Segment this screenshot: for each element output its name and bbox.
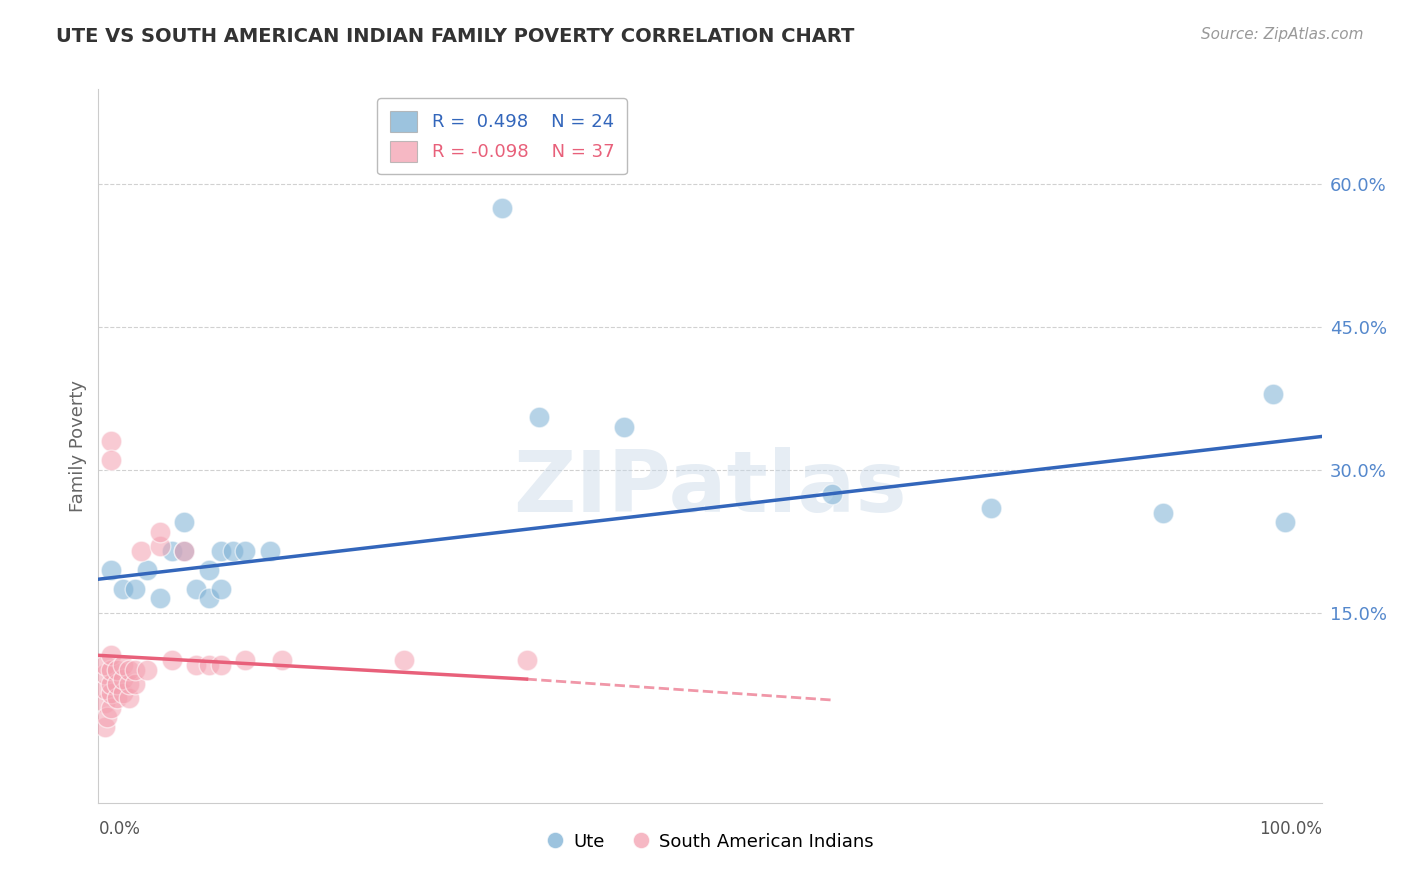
- Point: [100, 663, 122, 677]
- Point: [100, 434, 122, 449]
- Point: [111, 686, 134, 700]
- Point: [209, 543, 232, 558]
- Point: [100, 563, 122, 577]
- Point: [613, 420, 636, 434]
- Point: [1274, 515, 1296, 529]
- Point: [980, 500, 1002, 515]
- Point: [96, 710, 118, 724]
- Point: [105, 691, 128, 706]
- Point: [209, 582, 232, 596]
- Point: [93, 667, 115, 681]
- Point: [105, 677, 128, 691]
- Point: [160, 543, 183, 558]
- Point: [111, 582, 134, 596]
- Point: [136, 563, 159, 577]
- Point: [197, 591, 219, 606]
- Point: [124, 663, 146, 677]
- Y-axis label: Family Poverty: Family Poverty: [69, 380, 87, 512]
- Point: [93, 696, 115, 710]
- Point: [186, 582, 208, 596]
- Point: [93, 681, 115, 696]
- Point: [124, 677, 146, 691]
- Point: [100, 453, 122, 467]
- Point: [197, 657, 219, 672]
- Point: [392, 653, 416, 667]
- Point: [209, 657, 232, 672]
- Point: [821, 486, 844, 500]
- Point: [124, 582, 146, 596]
- Point: [1261, 386, 1284, 401]
- Point: [93, 720, 115, 734]
- Point: [173, 515, 195, 529]
- Point: [186, 657, 208, 672]
- Point: [105, 663, 128, 677]
- Point: [270, 653, 294, 667]
- Text: UTE VS SOUTH AMERICAN INDIAN FAMILY POVERTY CORRELATION CHART: UTE VS SOUTH AMERICAN INDIAN FAMILY POVE…: [56, 27, 855, 45]
- Point: [129, 543, 152, 558]
- Point: [259, 543, 281, 558]
- Point: [149, 524, 172, 539]
- Text: ZIPatlas: ZIPatlas: [513, 447, 907, 531]
- Point: [111, 672, 134, 686]
- Legend: Ute, South American Indians: Ute, South American Indians: [538, 826, 882, 858]
- Point: [160, 653, 183, 667]
- Point: [222, 543, 245, 558]
- Point: [111, 657, 134, 672]
- Point: [100, 648, 122, 663]
- Point: [233, 653, 256, 667]
- Point: [197, 563, 219, 577]
- Point: [136, 663, 159, 677]
- Text: 100.0%: 100.0%: [1258, 820, 1322, 838]
- Point: [515, 653, 537, 667]
- Text: 0.0%: 0.0%: [98, 820, 141, 838]
- Text: Source: ZipAtlas.com: Source: ZipAtlas.com: [1201, 27, 1364, 42]
- Point: [118, 663, 141, 677]
- Point: [233, 543, 256, 558]
- Point: [173, 543, 195, 558]
- Point: [118, 691, 141, 706]
- Point: [527, 410, 550, 425]
- Point: [173, 543, 195, 558]
- Point: [100, 700, 122, 714]
- Point: [100, 686, 122, 700]
- Point: [100, 677, 122, 691]
- Point: [491, 201, 513, 215]
- Point: [118, 677, 141, 691]
- Point: [149, 539, 172, 553]
- Point: [93, 657, 115, 672]
- Point: [149, 591, 172, 606]
- Point: [1152, 506, 1174, 520]
